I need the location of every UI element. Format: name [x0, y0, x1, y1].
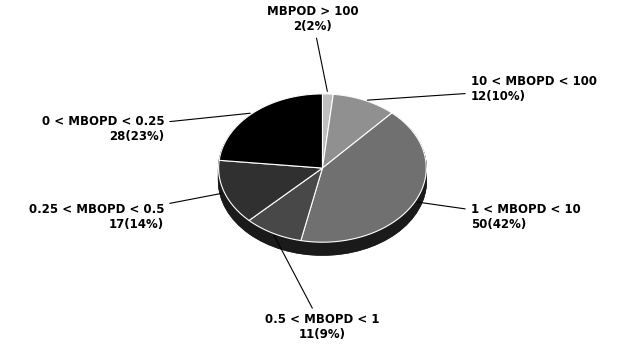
Ellipse shape [218, 107, 426, 255]
Ellipse shape [218, 104, 426, 253]
Ellipse shape [218, 107, 426, 255]
Ellipse shape [218, 96, 426, 244]
Polygon shape [218, 160, 323, 220]
Polygon shape [323, 94, 333, 168]
Text: MBPOD > 100
2(2%): MBPOD > 100 2(2%) [267, 4, 358, 91]
Text: 0 < MBOPD < 0.25
28(23%): 0 < MBOPD < 0.25 28(23%) [42, 113, 250, 143]
Ellipse shape [218, 101, 426, 249]
Ellipse shape [218, 98, 426, 246]
Polygon shape [301, 113, 426, 242]
Ellipse shape [218, 106, 426, 254]
Text: 0.5 < MBOPD < 1
11(9%): 0.5 < MBOPD < 1 11(9%) [265, 236, 380, 342]
Ellipse shape [218, 100, 426, 249]
Ellipse shape [218, 104, 426, 252]
Ellipse shape [218, 99, 426, 247]
Ellipse shape [218, 103, 426, 252]
Polygon shape [323, 94, 392, 168]
Text: 0.25 < MBOPD < 0.5
17(14%): 0.25 < MBOPD < 0.5 17(14%) [29, 193, 222, 231]
Polygon shape [219, 94, 323, 168]
Ellipse shape [218, 102, 426, 251]
Ellipse shape [218, 102, 426, 250]
Polygon shape [249, 168, 323, 240]
Ellipse shape [218, 98, 426, 246]
Ellipse shape [218, 100, 426, 248]
Ellipse shape [218, 105, 426, 254]
Polygon shape [301, 169, 426, 255]
Polygon shape [249, 220, 301, 253]
Ellipse shape [218, 97, 426, 245]
Ellipse shape [218, 94, 426, 243]
Ellipse shape [218, 95, 426, 244]
Text: 1 < MBOPD < 10
50(42%): 1 < MBOPD < 10 50(42%) [418, 202, 580, 231]
Text: 10 < MBOPD < 100
12(10%): 10 < MBOPD < 100 12(10%) [368, 75, 597, 103]
Polygon shape [218, 168, 249, 233]
